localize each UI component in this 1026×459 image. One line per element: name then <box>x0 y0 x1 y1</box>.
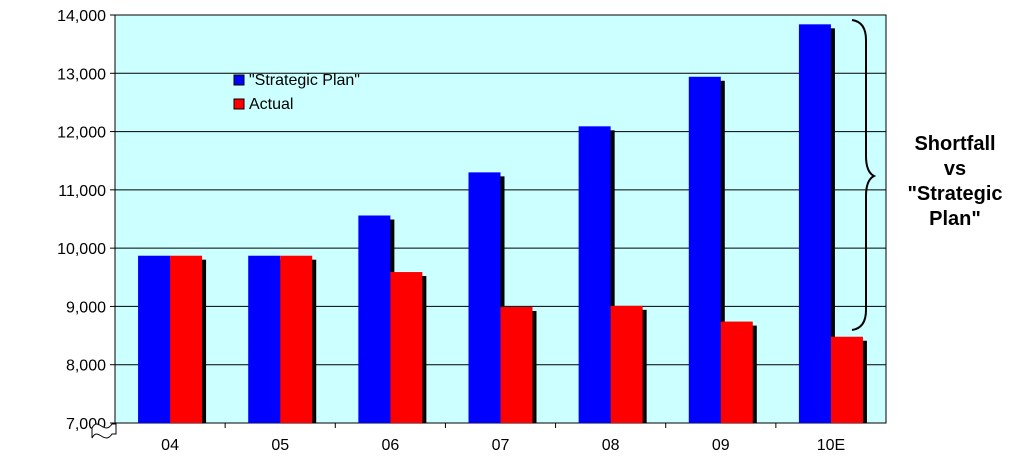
shortfall-annotation: Shortfall vs "Strategic Plan" <box>884 132 1026 232</box>
bar <box>468 172 501 423</box>
bar <box>138 255 171 423</box>
bar <box>170 255 203 423</box>
axis-break-icon <box>91 423 117 439</box>
y-axis: 7,0008,0009,00010,00011,00012,00013,0001… <box>57 8 115 433</box>
x-tick-label: 07 <box>492 437 510 454</box>
y-tick-label: 13,000 <box>57 66 106 83</box>
y-tick-label: 12,000 <box>57 125 106 142</box>
y-tick-label: 11,000 <box>58 183 106 200</box>
gridlines <box>115 72 886 366</box>
legend-label-actual: Actual <box>249 96 293 113</box>
x-tick-label: 10E <box>817 437 845 454</box>
y-tick-label: 14,000 <box>57 8 106 25</box>
x-axis: 04 05 06 07 08 09 10E <box>161 423 845 454</box>
x-tick-label: 09 <box>712 437 730 454</box>
x-tick-label: 08 <box>602 437 620 454</box>
bar <box>500 307 533 423</box>
legend-swatch-actual <box>233 98 245 110</box>
x-tick-label: 06 <box>381 437 399 454</box>
annotation-line: "Strategic <box>907 183 1003 205</box>
bar <box>798 24 831 423</box>
bar <box>358 215 391 423</box>
shortfall-bracket <box>851 19 877 331</box>
legend-label-strategic-plan: "Strategic Plan" <box>249 72 360 89</box>
y-tick-label: 9,000 <box>66 299 106 316</box>
bar <box>720 321 753 423</box>
bars <box>138 24 867 423</box>
x-tick-label: 04 <box>161 437 179 454</box>
legend-swatch-strategic-plan <box>233 74 245 86</box>
annotation-line: Plan" <box>929 208 981 230</box>
bar <box>280 255 313 423</box>
y-tick-label: 10,000 <box>57 241 106 258</box>
x-tick-label: 05 <box>271 437 289 454</box>
bar <box>578 126 611 423</box>
bar <box>610 305 643 423</box>
bar <box>248 255 281 423</box>
bar <box>688 76 721 423</box>
y-tick-label: 8,000 <box>66 358 106 375</box>
legend: "Strategic Plan" Actual <box>233 72 360 113</box>
bar <box>390 272 423 423</box>
bar <box>830 336 863 423</box>
annotation-line: vs <box>943 158 967 180</box>
annotation-line: Shortfall <box>914 133 996 155</box>
